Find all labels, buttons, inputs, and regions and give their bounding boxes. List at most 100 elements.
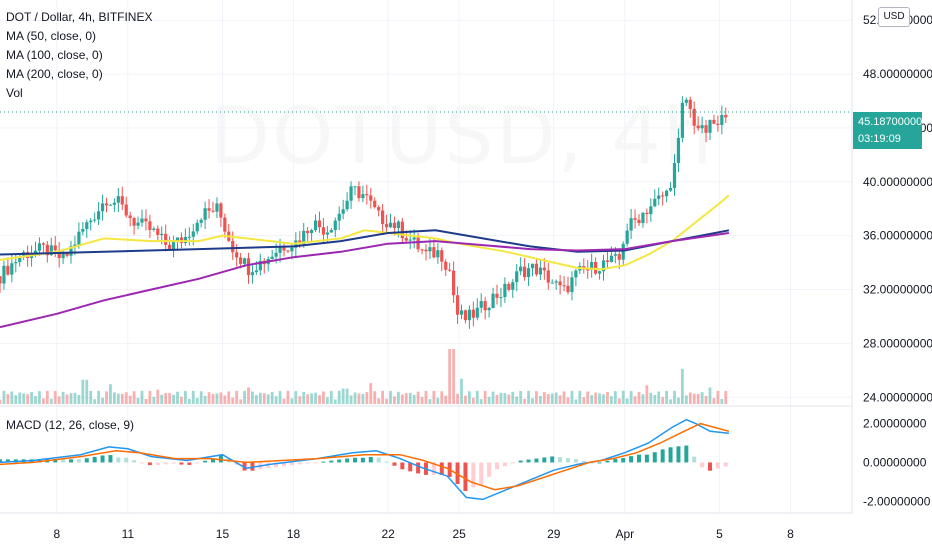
macd-histogram-bar bbox=[155, 462, 160, 466]
volume-bar bbox=[290, 398, 294, 404]
candle bbox=[680, 102, 684, 138]
currency-button[interactable]: USD bbox=[878, 7, 910, 27]
ma100-line bbox=[0, 229, 730, 256]
volume-bars bbox=[0, 349, 728, 404]
volume-bar bbox=[116, 393, 120, 404]
candle bbox=[609, 255, 613, 262]
volume-bar bbox=[550, 393, 554, 404]
volume-bar bbox=[34, 396, 37, 404]
macd-tick-label: -2.00000000 bbox=[863, 494, 931, 508]
candle bbox=[306, 230, 310, 234]
candle bbox=[475, 307, 479, 318]
macd-histogram-bar bbox=[637, 454, 641, 463]
time-tick-label: 25 bbox=[452, 527, 466, 541]
candle bbox=[65, 253, 69, 256]
volume-bar bbox=[203, 395, 207, 404]
volume-bar bbox=[704, 395, 708, 404]
candle bbox=[211, 210, 215, 212]
macd-histogram-bar bbox=[660, 449, 665, 463]
candle bbox=[550, 282, 554, 284]
legend-ma200[interactable]: MA (200, close, 0) bbox=[6, 67, 103, 81]
candle bbox=[594, 261, 598, 274]
volume-bar bbox=[357, 393, 361, 404]
candle bbox=[270, 256, 274, 259]
macd-histogram-bar bbox=[321, 461, 326, 463]
candle bbox=[716, 123, 720, 125]
price-tick-label: 40.00000000 bbox=[863, 175, 932, 189]
candle bbox=[41, 243, 45, 245]
volume-bar bbox=[448, 349, 452, 404]
candle bbox=[696, 125, 700, 129]
price-tick-label: 28.00000000 bbox=[863, 336, 932, 350]
volume-bar bbox=[85, 379, 89, 404]
volume-bar bbox=[38, 391, 41, 404]
volume-bar bbox=[140, 390, 144, 404]
candle bbox=[684, 99, 688, 103]
candle bbox=[37, 243, 42, 251]
macd-histogram-bar bbox=[368, 456, 373, 463]
volume-bar bbox=[93, 399, 97, 404]
candle bbox=[104, 203, 109, 206]
volume-bar bbox=[322, 391, 325, 404]
macd-histogram-bar bbox=[573, 459, 578, 463]
volume-bar bbox=[381, 390, 385, 404]
candle bbox=[0, 276, 2, 284]
volume-bar bbox=[341, 388, 345, 404]
legend-ma100[interactable]: MA (100, close, 0) bbox=[6, 48, 103, 62]
candle bbox=[534, 263, 539, 275]
macd-histogram-bar bbox=[211, 458, 215, 463]
volume-bar bbox=[680, 368, 684, 404]
candle bbox=[665, 190, 669, 197]
time-tick-label: 15 bbox=[216, 527, 230, 541]
volume-bar bbox=[112, 392, 116, 404]
candle bbox=[290, 247, 294, 252]
candle bbox=[688, 99, 692, 109]
volume-bar bbox=[69, 393, 73, 404]
candle bbox=[341, 209, 345, 214]
macd-histogram-bar bbox=[644, 454, 649, 463]
volume-bar bbox=[491, 391, 495, 404]
candle bbox=[242, 258, 247, 264]
volume-bar bbox=[262, 393, 266, 404]
volume-bar bbox=[6, 394, 10, 404]
macd-histogram-bar bbox=[463, 462, 468, 491]
candle bbox=[455, 295, 460, 315]
volume-bar bbox=[523, 398, 527, 404]
macd-histogram-bar bbox=[171, 462, 176, 464]
volume-bar bbox=[18, 392, 22, 404]
candle bbox=[645, 212, 649, 215]
candle bbox=[191, 231, 195, 237]
volume-bar bbox=[128, 395, 132, 404]
volume-bar bbox=[625, 398, 629, 404]
macd-histogram-bar bbox=[692, 456, 697, 463]
axes: 52.0000000048.0000000044.0000000040.0000… bbox=[53, 13, 932, 541]
volume-bar bbox=[294, 391, 298, 404]
macd-histogram-bar bbox=[502, 462, 507, 467]
candle bbox=[641, 212, 645, 224]
volume-bar bbox=[298, 396, 302, 404]
legend-ma50[interactable]: MA (50, close, 0) bbox=[6, 29, 97, 43]
candle bbox=[661, 195, 665, 197]
candle bbox=[653, 198, 657, 207]
volume-bar bbox=[464, 395, 467, 404]
macd-histogram-bar bbox=[495, 462, 499, 470]
legend-vol[interactable]: Vol bbox=[6, 86, 23, 100]
macd-histogram-bar bbox=[408, 462, 413, 472]
time-tick-label: 8 bbox=[787, 527, 794, 541]
volume-bar bbox=[282, 398, 286, 404]
candle bbox=[495, 293, 499, 298]
volume-bar bbox=[716, 390, 720, 404]
volume-bar bbox=[507, 394, 511, 404]
candle bbox=[45, 244, 49, 256]
macd-legend[interactable]: MACD (12, 26, close, 9) bbox=[6, 418, 135, 432]
volume-bar bbox=[101, 397, 104, 404]
candle bbox=[112, 202, 116, 205]
macd-histogram-bar bbox=[100, 455, 105, 463]
volume-bar bbox=[669, 399, 672, 404]
volume-bar bbox=[274, 396, 278, 404]
macd-histogram-bar bbox=[108, 455, 113, 463]
candle bbox=[235, 252, 239, 258]
volume-bar bbox=[254, 395, 258, 404]
legend-symbol[interactable]: DOT / Dollar, 4h, BITFINEX bbox=[6, 10, 153, 24]
